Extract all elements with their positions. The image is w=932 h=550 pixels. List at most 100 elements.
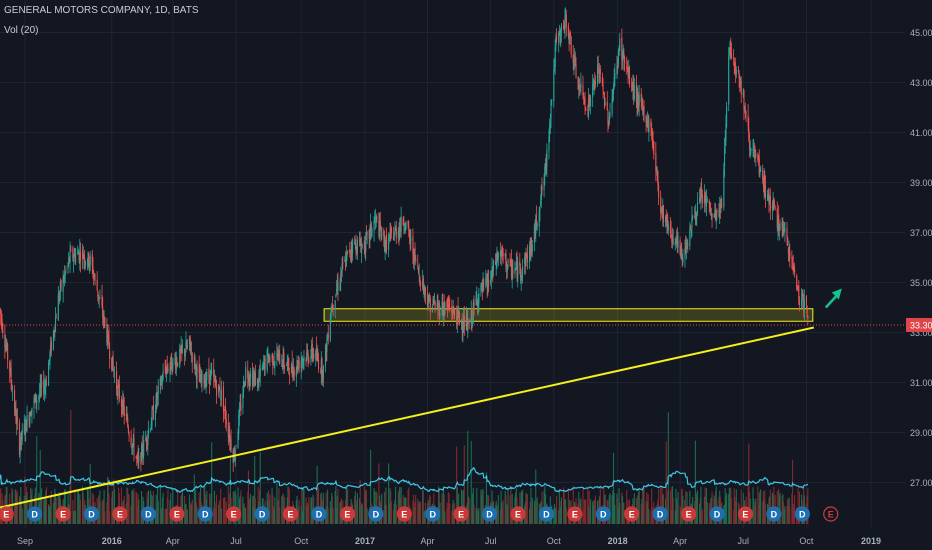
candle-body [412, 236, 414, 255]
volume-bar [162, 492, 164, 524]
volume-bar [590, 499, 592, 524]
candle-body [54, 317, 57, 332]
candle-body [642, 99, 644, 112]
candle-body [643, 106, 645, 113]
candle-body [691, 217, 693, 229]
event-label: D [543, 510, 550, 520]
candle-body [159, 378, 161, 386]
candle-body [559, 30, 561, 35]
candle-body [268, 357, 270, 360]
volume-bar [190, 502, 192, 524]
volume-bar [21, 509, 23, 524]
candle-body [290, 363, 293, 374]
volume-bar [558, 510, 560, 524]
candle-body [345, 254, 347, 266]
candle-body [262, 362, 264, 367]
volume-bar [420, 501, 422, 524]
volume-bar [617, 507, 619, 524]
candle-body [166, 367, 168, 374]
candle-body [14, 390, 16, 411]
candle-body [423, 289, 425, 293]
volume-bar [218, 501, 220, 524]
candle-body [179, 348, 181, 367]
candle-body [490, 279, 492, 284]
candle-body [646, 123, 648, 127]
candle-body [635, 83, 637, 101]
candle-body [361, 244, 363, 254]
candle-body [49, 352, 51, 362]
candle-body [58, 295, 60, 299]
volume-bar [259, 451, 261, 524]
candle-body [120, 399, 123, 407]
candle-body [253, 376, 255, 378]
support-zone [323, 308, 814, 322]
candle-body [339, 282, 341, 291]
candle-body [388, 236, 390, 250]
candle-body [170, 354, 172, 370]
volume-bar [506, 503, 508, 524]
candle-body [760, 167, 762, 173]
candle-body [714, 209, 717, 220]
volume-bar [784, 506, 786, 524]
volume-bar [190, 504, 193, 524]
candle-body [7, 344, 9, 361]
volume-bar [141, 491, 143, 524]
candle-body [563, 26, 565, 30]
candle-body [161, 379, 163, 384]
volume-bar [617, 497, 619, 524]
volume-bar [669, 490, 671, 524]
dividend-marker: D [595, 506, 611, 522]
volume-bar [760, 489, 762, 524]
candle-body [536, 223, 538, 228]
candle-body [651, 131, 653, 143]
candle-body [667, 214, 669, 231]
volume-bar [83, 509, 85, 524]
candle-body [592, 82, 594, 85]
dividend-marker: D [794, 506, 810, 522]
volume-bar [446, 502, 448, 524]
volume-bar [297, 506, 299, 524]
volume-bar [735, 500, 737, 524]
candle-body [60, 280, 62, 290]
candle-body [689, 228, 691, 246]
volume-bar [423, 511, 425, 524]
candle-body [385, 237, 387, 247]
candle-body [329, 318, 331, 341]
candle-body [719, 205, 721, 209]
candle-body [208, 368, 210, 378]
candle-body [744, 109, 746, 111]
candle-body [648, 120, 650, 133]
price-tick-label: 31.00 [910, 378, 932, 388]
candle-body [89, 256, 91, 266]
volume-bar [711, 491, 713, 524]
volume-bar [16, 493, 18, 524]
candle-body [28, 414, 30, 422]
symbol-title[interactable]: GENERAL MOTORS COMPANY, 1D, BATS [4, 5, 199, 16]
candle-body [351, 249, 353, 253]
volume-bar [166, 508, 168, 524]
candle-body [301, 359, 303, 361]
candle-body [147, 435, 149, 446]
time-tick-label: Jul [485, 536, 497, 546]
price-tick-label: 29.00 [910, 428, 932, 438]
event-label: E [401, 510, 407, 520]
earnings-marker: E [112, 506, 128, 522]
candle-body [415, 258, 417, 263]
volume-bar [646, 502, 649, 524]
candle-body [762, 177, 764, 186]
volume-bar [407, 489, 409, 524]
volume-bar [556, 495, 558, 524]
volume-bar [621, 492, 623, 524]
volume-bar [24, 476, 26, 524]
candle-body [594, 81, 596, 83]
candle-body [794, 269, 796, 274]
volume-indicator-label[interactable]: Vol (20) [4, 25, 39, 36]
volume-bar [247, 491, 249, 524]
dividend-marker: D [197, 506, 213, 522]
candle-body [263, 364, 265, 366]
candle-body [806, 306, 808, 314]
volume-bar [361, 505, 363, 524]
volume-bar [272, 495, 274, 524]
candle-body [108, 334, 110, 349]
